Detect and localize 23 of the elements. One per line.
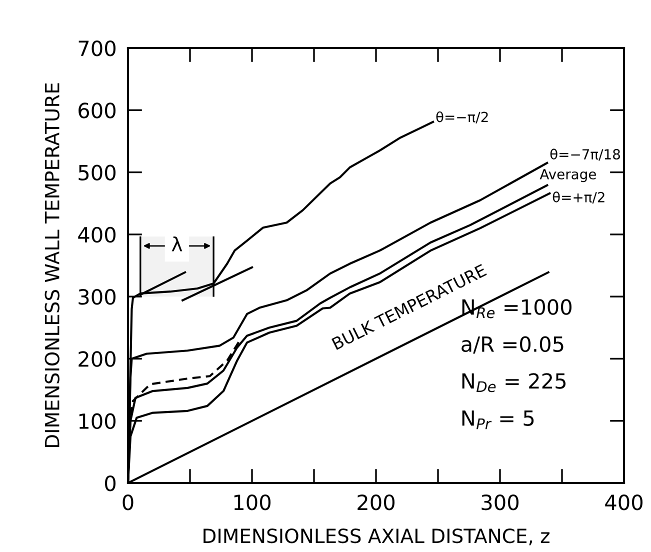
y-tick-label: 300 bbox=[78, 289, 116, 305]
x-tick-label: 200 bbox=[358, 494, 394, 510]
annotation: θ=−7π/18 bbox=[550, 148, 620, 161]
y-tick-label: 100 bbox=[79, 413, 116, 430]
y-tick-label: 400 bbox=[78, 226, 116, 243]
annotation: θ=+π/2 bbox=[552, 192, 604, 204]
y-tick-label: 700 bbox=[78, 40, 116, 56]
x-tick-label: 0 bbox=[122, 494, 134, 510]
y-tick-label: 200 bbox=[78, 351, 116, 367]
y-tick-label: 0 bbox=[105, 475, 116, 492]
x-tick-label: 400 bbox=[605, 494, 642, 510]
x-tick-label: 100 bbox=[234, 494, 270, 510]
x-tick-label: 300 bbox=[482, 494, 518, 510]
x-axis-title: DIMENSIONLESS AXIAL DISTANCE, z bbox=[204, 528, 550, 546]
y-tick-label: 500 bbox=[78, 164, 116, 180]
annotation: θ=−π/2 bbox=[436, 111, 488, 124]
y-tick-label: 600 bbox=[78, 102, 116, 118]
annotation: a/R =0.05 bbox=[462, 336, 564, 354]
annotation: N$_{Pr}$ = 5 bbox=[462, 410, 534, 430]
annotation: N$_{De}$ = 225 bbox=[462, 373, 566, 392]
annotation: Average bbox=[540, 169, 596, 182]
band-label: λ bbox=[172, 236, 182, 252]
y-axis-title: DIMENSIONLESS WALL TEMPERATURE bbox=[44, 83, 60, 448]
